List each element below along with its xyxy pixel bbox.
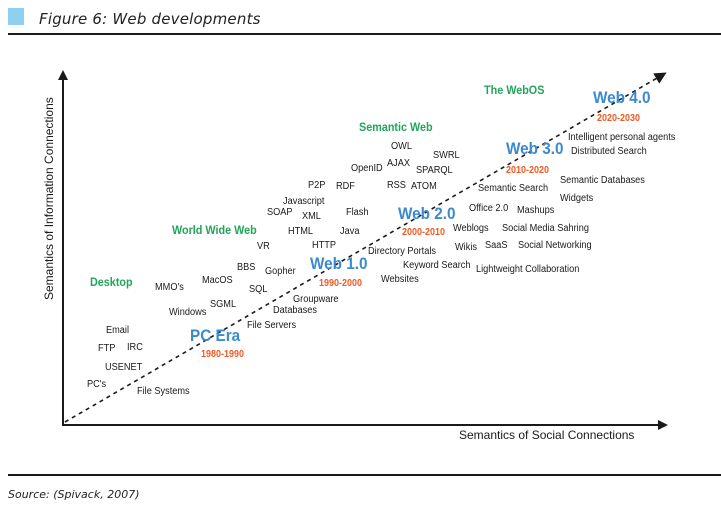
tech-sgml: SGML (210, 299, 237, 310)
category-the-webos: The WebOS (484, 83, 545, 97)
tech-ajax: AJAX (387, 158, 411, 169)
tech-mashups: Mashups (517, 205, 555, 216)
tech-office-2-0: Office 2.0 (469, 203, 509, 214)
tech-owl: OWL (391, 141, 412, 152)
years-web-1-0: 1990-2000 (319, 278, 363, 289)
tech-email: Email (106, 325, 130, 336)
tech-weblogs: Weblogs (453, 223, 489, 234)
tech-distributed-search: Distributed Search (571, 146, 647, 157)
tech-groupware: Groupware (293, 294, 339, 305)
tech-xml: XML (302, 211, 321, 222)
tech-javascript: Javascript (283, 196, 325, 207)
years-pc-era: 1980-1990 (201, 349, 245, 360)
era-pc-era: PC Era (190, 326, 241, 345)
tech-openid: OpenID (351, 163, 383, 174)
tech-sparql: SPARQL (416, 165, 453, 176)
tech-wikis: Wikis (455, 242, 477, 253)
tech-semantic-databases: Semantic Databases (560, 175, 645, 186)
tech-flash: Flash (346, 207, 369, 218)
era-web-2-0: Web 2.0 (398, 204, 456, 223)
tech-rss: RSS (387, 180, 406, 191)
era-web-3-0: Web 3.0 (506, 139, 564, 158)
tech-databases: Databases (273, 305, 317, 316)
tech-semantic-search: Semantic Search (478, 183, 549, 194)
tech-lightweight-collaboration: Lightweight Collaboration (476, 264, 580, 275)
bottom-divider (8, 474, 721, 476)
tech-mmos: MMO's (155, 282, 184, 293)
tech-java: Java (340, 226, 360, 237)
tech-windows: Windows (169, 307, 207, 318)
tech-saas: SaaS (485, 240, 508, 251)
tech-atom: ATOM (411, 181, 437, 192)
figure-source: Source: (Spivack, 2007) (8, 488, 140, 501)
tech-file-systems: File Systems (137, 386, 190, 397)
tech-soap: SOAP (267, 207, 293, 218)
top-divider (8, 33, 721, 35)
tech-directory-portals: Directory Portals (368, 246, 436, 257)
tech-rdf: RDF (336, 181, 355, 192)
tech-social-networking: Social Networking (518, 240, 592, 251)
tech-social-media-sharing: Social Media Sahring (502, 223, 589, 234)
category-world-wide-web: World Wide Web (172, 223, 257, 237)
tech-html: HTML (288, 226, 314, 237)
figure-title: Figure 6: Web developments (39, 10, 261, 28)
tech-http: HTTP (312, 240, 337, 251)
tech-widgets: Widgets (560, 193, 594, 204)
tech-keyword-search: Keyword Search (403, 260, 471, 271)
era-web-1-0: Web 1.0 (310, 254, 368, 273)
tech-bbs: BBS (237, 262, 256, 273)
tech-sql: SQL (249, 284, 268, 295)
figure-title-marker (8, 8, 24, 25)
tech-macos: MacOS (202, 275, 233, 286)
tech-pcs: PC's (87, 379, 107, 390)
years-web-2-0: 2000-2010 (402, 227, 446, 238)
tech-ftp: FTP (98, 343, 116, 354)
category-semantic-web: Semantic Web (359, 120, 433, 134)
tech-irc: IRC (127, 342, 143, 353)
era-web-4-0: Web 4.0 (593, 88, 651, 107)
category-desktop: Desktop (90, 275, 133, 289)
progression-arrow (64, 72, 667, 423)
x-axis-label: Semantics of Social Connections (459, 428, 635, 442)
tech-file-servers: File Servers (247, 320, 297, 331)
tech-gopher: Gopher (265, 266, 296, 277)
tech-intelligent-personal-agents: Intelligent personal agents (568, 132, 676, 143)
tech-websites: Websites (381, 274, 419, 285)
y-axis-label: Semantics of Information Connections (42, 97, 56, 300)
tech-swrl: SWRL (433, 150, 460, 161)
years-web-3-0: 2010-2020 (506, 165, 550, 176)
tech-vr: VR (257, 241, 270, 252)
years-web-4-0: 2020-2030 (597, 113, 641, 124)
tech-usenet: USENET (105, 362, 143, 373)
tech-p2p: P2P (308, 180, 326, 191)
